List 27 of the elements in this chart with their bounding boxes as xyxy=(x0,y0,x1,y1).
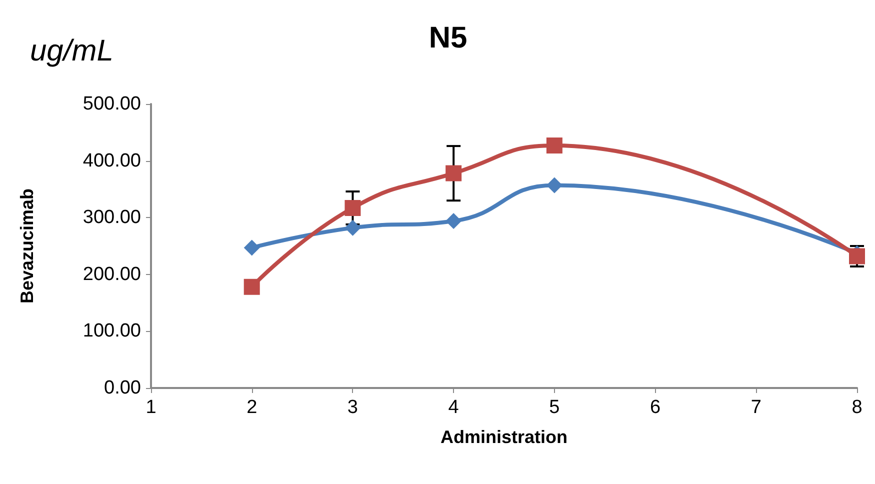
x-tick-label: 5 xyxy=(549,397,560,418)
point xyxy=(344,200,361,216)
point xyxy=(546,137,562,154)
y-tick-label: 200.00 xyxy=(82,264,141,285)
point xyxy=(849,248,865,264)
x-tick-label: 7 xyxy=(750,397,762,418)
x-tick-label: 1 xyxy=(146,397,156,418)
y-axis-title: Bevazucimab xyxy=(17,188,37,304)
x-tick-label: 2 xyxy=(246,397,258,418)
y-tick-label: 0.00 xyxy=(104,378,141,398)
point xyxy=(244,278,260,295)
point xyxy=(446,213,462,230)
x-tick-label: 6 xyxy=(650,397,661,418)
point xyxy=(244,240,260,256)
text: ug/mL xyxy=(30,34,114,68)
point xyxy=(546,177,562,194)
chart-title: N5 xyxy=(428,22,468,54)
y-tick-label: 100.00 xyxy=(82,320,141,342)
x-tick-label: 4 xyxy=(448,397,460,418)
point xyxy=(446,165,462,182)
y-tick-label: 300.00 xyxy=(82,207,141,228)
y-tick-label: 400.00 xyxy=(82,150,141,172)
point xyxy=(344,220,361,236)
x-axis-title: Administration xyxy=(440,427,568,447)
y-tick-label: 500.00 xyxy=(82,94,141,114)
x-tick-label: 8 xyxy=(852,397,862,418)
x-tick-label: 3 xyxy=(347,397,358,418)
